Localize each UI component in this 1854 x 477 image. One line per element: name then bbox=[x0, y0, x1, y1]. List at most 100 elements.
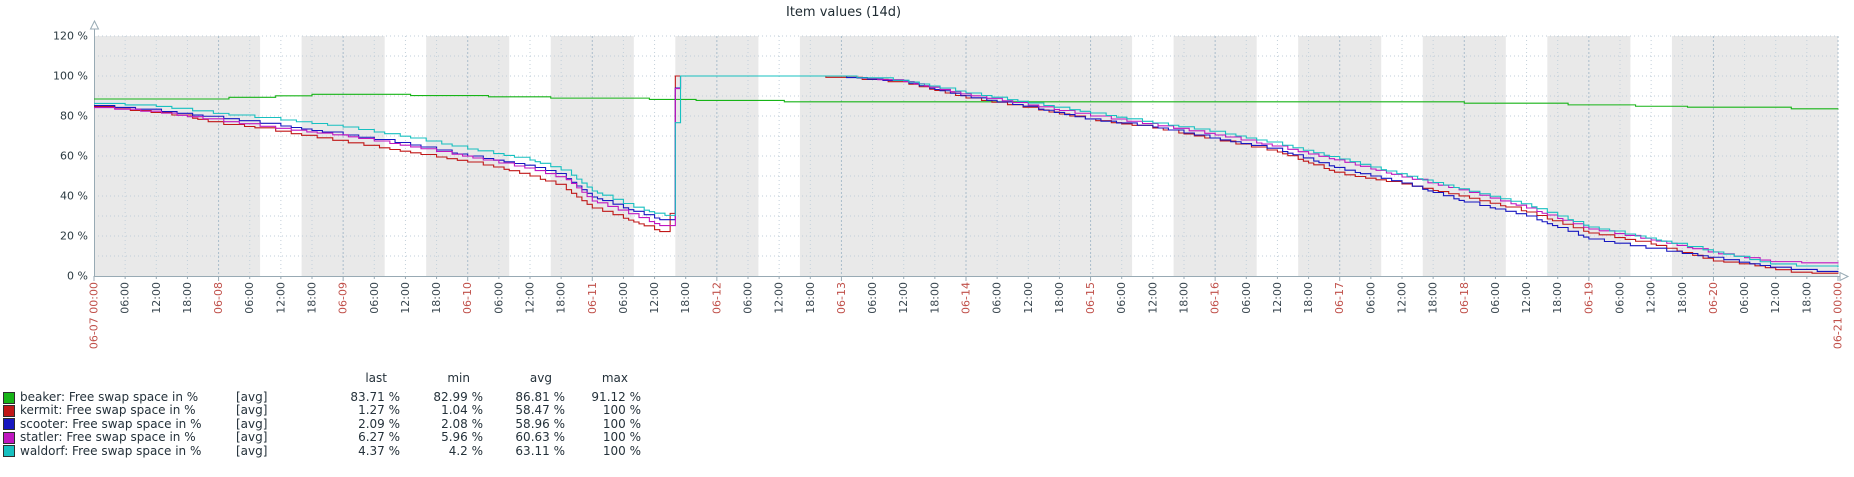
x-tick-label-date: 06-14 bbox=[960, 282, 973, 314]
y-tick-label: 100 % bbox=[53, 70, 88, 83]
legend-max-value: 100 % bbox=[602, 443, 641, 458]
legend-avg-value: 58.47 % bbox=[515, 403, 565, 418]
x-tick-label-date: 06-09 bbox=[337, 282, 350, 314]
legend-last-value: 4.37 % bbox=[358, 443, 400, 458]
x-tick-label-hour: 06:00 bbox=[368, 282, 381, 314]
legend-row: statler: Free swap space in % [avg] 6.27 %… bbox=[3, 430, 641, 445]
x-tick-label-hour: 18:00 bbox=[928, 282, 941, 314]
legend-series-label: kermit: Free swap space in % bbox=[20, 403, 196, 418]
x-tick-label-hour: 18:00 bbox=[1800, 282, 1813, 314]
legend-fn-label: [avg] bbox=[236, 443, 268, 458]
legend-avg-value: 60.63 % bbox=[515, 430, 565, 445]
x-tick-label-date: 06-13 bbox=[835, 282, 848, 314]
x-tick-label-hour: 12:00 bbox=[274, 282, 287, 314]
x-tick-label-hour: 12:00 bbox=[150, 282, 163, 314]
x-tick-label-hour: 12:00 bbox=[1645, 282, 1658, 314]
y-axis-arrow-icon bbox=[89, 19, 100, 30]
x-tick-label-hour: 12:00 bbox=[648, 282, 661, 314]
legend-swatch-cell bbox=[3, 418, 20, 431]
x-tick-label-hour: 18:00 bbox=[1302, 282, 1315, 314]
legend-series-label: statler: Free swap space in % bbox=[20, 430, 196, 445]
legend-header-max: max bbox=[601, 370, 628, 385]
x-tick-label-hour: 06:00 bbox=[119, 282, 132, 314]
x-tick-label-hour: 18:00 bbox=[1427, 282, 1440, 314]
x-tick-label-hour: 18:00 bbox=[430, 282, 443, 314]
legend-swatch-cell bbox=[3, 445, 20, 458]
y-tick-label: 0 % bbox=[67, 270, 88, 283]
x-tick-label-hour: 06:00 bbox=[1489, 282, 1502, 314]
y-tick-label: 80 % bbox=[60, 110, 88, 123]
x-tick-label-hour: 06:00 bbox=[742, 282, 755, 314]
x-tick-label-date: 06-07 00:00 bbox=[88, 282, 101, 349]
x-tick-label-date: 06-19 bbox=[1582, 282, 1595, 314]
x-tick-label-date: 06-16 bbox=[1209, 282, 1222, 314]
x-tick-label-hour: 06:00 bbox=[866, 282, 879, 314]
legend-color-swatch bbox=[3, 405, 15, 418]
y-tick-label: 20 % bbox=[60, 230, 88, 243]
x-tick-label-hour: 12:00 bbox=[1146, 282, 1159, 314]
legend-min-value: 82.99 % bbox=[433, 390, 483, 404]
x-tick-label-hour: 18:00 bbox=[306, 282, 319, 314]
legend-max-value: 100 % bbox=[602, 403, 641, 418]
x-tick-label-hour: 06:00 bbox=[1364, 282, 1377, 314]
legend-color-swatch bbox=[3, 445, 15, 458]
x-tick-label-hour: 12:00 bbox=[773, 282, 786, 314]
legend-series-label: beaker: Free swap space in % bbox=[20, 390, 199, 404]
legend-row: scooter: Free swap space in % [avg] 2.09 %… bbox=[3, 416, 641, 431]
x-tick-label-hour: 12:00 bbox=[1271, 282, 1284, 314]
x-tick-label-hour: 06:00 bbox=[617, 282, 630, 314]
legend-series-label: waldorf: Free swap space in % bbox=[20, 443, 202, 458]
series-line-scooter bbox=[94, 75, 1839, 273]
legend-fn-label: [avg] bbox=[236, 416, 268, 431]
x-tick-label-date: 06-21 00:00 bbox=[1832, 282, 1845, 349]
legend-header-min: min bbox=[447, 370, 470, 385]
graph-canvas[interactable]: 0 % 20 % 40 % 60 % 80 % 100 % 120 % 06-07 00:00… bbox=[0, 0, 1854, 352]
x-tick-label-date: 06-20 bbox=[1707, 282, 1720, 314]
legend-last-value: 1.27 % bbox=[358, 403, 400, 418]
series-line-statler bbox=[94, 75, 1839, 264]
legend-swatch-cell bbox=[3, 431, 20, 444]
series-line-waldorf bbox=[94, 75, 1839, 268]
legend-header-last: last bbox=[365, 370, 387, 385]
x-tick-label-hour: 06:00 bbox=[1738, 282, 1751, 314]
legend-color-swatch bbox=[3, 391, 15, 404]
legend-avg-value: 86.81 % bbox=[515, 390, 565, 404]
legend-series-label: scooter: Free swap space in % bbox=[20, 416, 202, 431]
legend-color-swatch bbox=[3, 418, 15, 431]
legend-header-row: last min avg max bbox=[3, 371, 641, 386]
x-tick-label-hour: 18:00 bbox=[679, 282, 692, 314]
legend-min-value: 1.04 % bbox=[441, 403, 483, 418]
legend-max-value: 100 % bbox=[602, 416, 641, 431]
x-tick-label-hour: 12:00 bbox=[399, 282, 412, 314]
x-tick-label-hour: 06:00 bbox=[243, 282, 256, 314]
x-tick-label-hour: 18:00 bbox=[1551, 282, 1564, 314]
legend-header-avg: avg bbox=[529, 370, 552, 385]
legend-last-value: 2.09 % bbox=[358, 416, 400, 431]
chart-title: Item values (14d) bbox=[786, 5, 902, 20]
x-tick-label-hour: 12:00 bbox=[1520, 282, 1533, 314]
x-tick-label-date: 06-17 bbox=[1333, 282, 1346, 314]
legend-min-value: 5.96 % bbox=[441, 430, 483, 445]
legend-swatch-cell bbox=[3, 405, 20, 418]
x-tick-label-date: 06-12 bbox=[710, 282, 723, 314]
x-tick-label-hour: 18:00 bbox=[1178, 282, 1191, 314]
y-tick-label: 120 % bbox=[53, 30, 88, 43]
legend-avg-value: 58.96 % bbox=[515, 416, 565, 431]
legend-min-value: 2.08 % bbox=[441, 416, 483, 431]
legend-swatch-cell bbox=[3, 391, 20, 404]
x-tick-label-hour: 12:00 bbox=[524, 282, 537, 314]
x-tick-label-hour: 06:00 bbox=[991, 282, 1004, 314]
x-tick-label-date: 06-15 bbox=[1084, 282, 1097, 314]
x-axis-arrow-icon bbox=[1839, 271, 1850, 282]
x-tick-label-hour: 06:00 bbox=[1240, 282, 1253, 314]
x-tick-label-hour: 18:00 bbox=[1676, 282, 1689, 314]
legend-fn-label: [avg] bbox=[236, 403, 268, 418]
legend-max-value: 91.12 % bbox=[591, 390, 641, 404]
x-tick-label-hour: 06:00 bbox=[492, 282, 505, 314]
x-tick-label-hour: 12:00 bbox=[1396, 282, 1409, 314]
x-tick-label-hour: 18:00 bbox=[555, 282, 568, 314]
legend-max-value: 100 % bbox=[602, 430, 641, 445]
legend-row: kermit: Free swap space in % [avg] 1.27 % 1… bbox=[3, 403, 641, 418]
x-tick-label-date: 06-11 bbox=[586, 282, 599, 314]
x-tick-label-hour: 12:00 bbox=[1769, 282, 1782, 314]
